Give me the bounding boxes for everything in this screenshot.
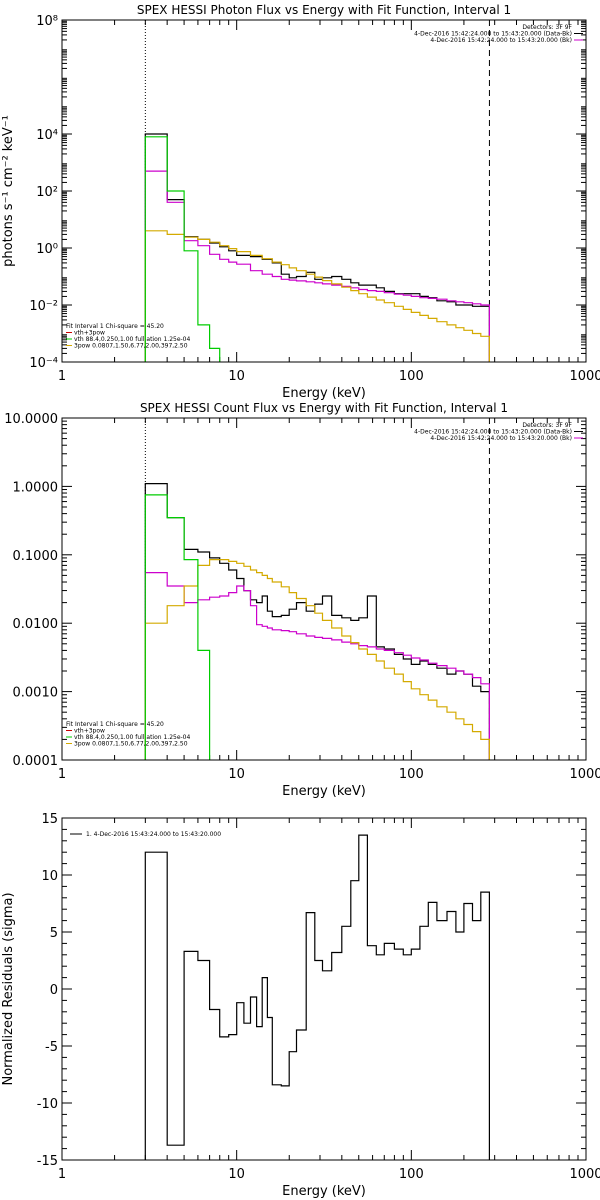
- series-line-1: [144, 170, 490, 362]
- legend-topleft-entry: 1. 4-Dec-2016 15:43:24.000 to 15:43:20.0…: [86, 831, 221, 838]
- legend-topright-entry: 4-Dec-2016 15:42:24.000 to 15:43:20.000 …: [414, 429, 572, 436]
- plot-frame: [61, 19, 587, 363]
- x-tick-label: 1: [58, 369, 66, 384]
- y-tick-label: 15: [41, 812, 58, 827]
- y-tick-label: 0.1000: [13, 549, 59, 564]
- plot-frame: [61, 417, 587, 761]
- x-tick-label: 1000: [569, 767, 600, 782]
- y-tick-label: 10⁸: [36, 14, 58, 29]
- y-axis-label: photons s⁻¹ cm⁻² keV⁻¹: [1, 115, 16, 267]
- legend-bottomleft-entry: Fit Interval 1 Chi-square = 45.20: [66, 721, 164, 728]
- residuals-panel: 1 10 100 1000 -15 -10 -5 0 5 10 15 Energy (keV) Norm…: [1, 812, 600, 1199]
- y-tick-label: 10: [41, 869, 58, 884]
- legend-topright-entry: 4-Dec-2016 15:42:24.000 to 15:43:20.000 …: [430, 37, 572, 44]
- y-tick-label: -5: [45, 1040, 58, 1055]
- chart-title: SPEX HESSI Count Flux vs Energy with Fit…: [140, 401, 508, 415]
- series-line-3: [144, 494, 211, 760]
- x-tick-label: 100: [399, 767, 424, 782]
- legend-topright-entry: 4-Dec-2016 15:42:24.000 to 15:43:20.000 …: [414, 31, 572, 38]
- legend-bottomleft-entry: vth 88.4,0.250,1.00 full ation 1.25e-04: [74, 734, 190, 741]
- series-line-0: [144, 834, 490, 1160]
- series-line-1: [144, 572, 490, 760]
- data-series-group: [144, 133, 490, 362]
- y-tick-label: 10.0000: [4, 412, 58, 427]
- y-tick-label: 10⁴: [36, 128, 58, 143]
- y-tick-label: 0: [50, 983, 58, 998]
- legend-topright-entry: Detectors: 3F 9F: [522, 422, 572, 429]
- series-line-0: [144, 133, 490, 362]
- y-axis-label: Normalized Residuals (sigma): [1, 892, 16, 1085]
- x-tick-label: 10: [228, 369, 245, 384]
- photon-flux-panel: SPEX HESSI Photon Flux vs Energy with Fi…: [1, 3, 600, 401]
- legend-bottomleft-entry: Fit Interval 1 Chi-square = 45.20: [66, 323, 164, 330]
- plot-frame: [61, 817, 587, 1161]
- y-tick-label: 10⁻²: [29, 299, 58, 314]
- x-tick-label: 100: [399, 1167, 424, 1182]
- count-flux-panel: SPEX HESSI Count Flux vs Energy with Fit…: [4, 401, 600, 799]
- legend-bottomleft-entry: vth+3pow: [74, 728, 105, 735]
- legend-bottomleft-entry: 3pow 0.0807,1.50,6.77,2.00,397,2.50: [74, 343, 188, 350]
- y-tick-label: 10²: [36, 185, 58, 200]
- chart-title: SPEX HESSI Photon Flux vs Energy with Fi…: [137, 3, 511, 17]
- y-tick-label: 5: [50, 926, 58, 941]
- y-tick-label: 0.0001: [13, 754, 59, 769]
- series-line-3: [144, 136, 221, 362]
- y-tick-label: 10⁻⁴: [29, 356, 58, 371]
- y-tick-label: 10⁰: [36, 242, 58, 257]
- x-axis-label: Energy (keV): [282, 784, 366, 799]
- y-tick-label: 0.0100: [13, 617, 59, 632]
- legend-bottomleft-entry: vth 88.4,0.250,1.00 full ation 1.25e-04: [74, 336, 190, 343]
- y-tick-label: -15: [37, 1154, 58, 1169]
- x-tick-label: 10: [228, 1167, 245, 1182]
- x-tick-label: 100: [399, 369, 424, 384]
- x-axis-label: Energy (keV): [282, 386, 366, 401]
- legend-bottomleft-entry: 3pow 0.0807,1.50,6.77,2.00,397,2.50: [74, 741, 188, 748]
- x-tick-label: 1: [58, 767, 66, 782]
- data-series-group: [144, 834, 490, 1160]
- x-axis-label: Energy (keV): [282, 1184, 366, 1199]
- legend-bottomleft-entry: vth+3pow: [74, 330, 105, 337]
- series-line-0: [144, 483, 490, 760]
- x-tick-label: 1000: [569, 369, 600, 384]
- data-series-group: [144, 483, 490, 760]
- x-tick-label: 10: [228, 767, 245, 782]
- series-line-2: [144, 559, 490, 760]
- series-line-2: [144, 230, 490, 362]
- legend-topright-entry: 4-Dec-2016 15:42:24.000 to 15:43:20.000 …: [430, 435, 572, 442]
- x-tick-label: 1000: [569, 1167, 600, 1182]
- legend-topright-entry: Detectors: 3F 9F: [522, 24, 572, 31]
- y-tick-label: 1.0000: [13, 480, 59, 495]
- y-tick-label: -10: [37, 1097, 58, 1112]
- y-tick-label: 0.0010: [13, 686, 59, 701]
- x-tick-label: 1: [58, 1167, 66, 1182]
